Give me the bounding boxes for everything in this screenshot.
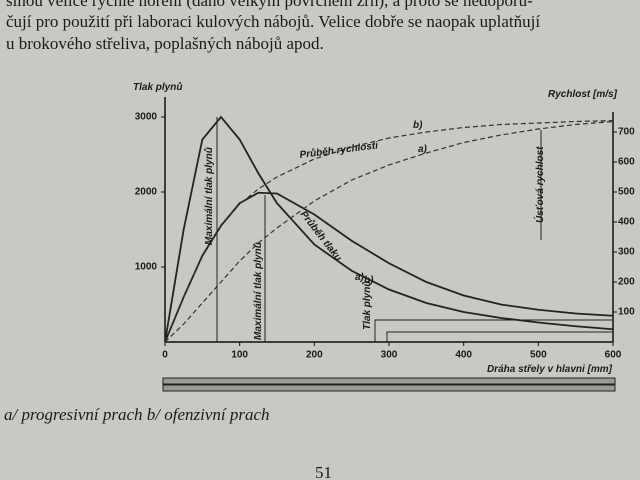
x-tick-label: 200	[306, 350, 323, 361]
text-line: šinou velice rychlé hoření (dáno velkým …	[6, 0, 533, 10]
y2-tick-label: 300	[618, 247, 635, 258]
series-label: a)	[418, 144, 428, 155]
x-tick-label: 400	[455, 350, 472, 361]
caption: a/ progresivní prach b/ ofenzivní prach	[4, 405, 270, 424]
barrel	[162, 377, 616, 392]
x-axis-label: Dráha střely v hlavni [mm]	[487, 364, 613, 375]
x-tick-label: 0	[162, 350, 168, 361]
y2-tick-label: 100	[618, 307, 635, 318]
y2-tick-label: 500	[618, 187, 635, 198]
y2-tick-label: 400	[618, 217, 635, 228]
series-label: b)	[364, 275, 374, 286]
y2-tick-label: 700	[618, 127, 635, 138]
x-tick-label: 300	[381, 350, 398, 361]
annotation: Maximální tlak plynů	[252, 242, 264, 340]
pressure-bracket	[374, 319, 613, 342]
y-tick-label: 2000	[135, 187, 158, 198]
annotation: Tlak plynů	[361, 281, 373, 330]
y-tick-label: 1000	[135, 262, 158, 273]
y2-axis-label: Rychlost [m/s]	[548, 89, 618, 100]
text-line: u brokového střeliva, poplašných nábojů …	[6, 34, 324, 53]
y2-tick-label: 600	[618, 157, 635, 168]
series-label: a)	[355, 272, 365, 283]
y2-tick-label: 200	[618, 277, 635, 288]
text-line: čují pro použití při laboraci kulových n…	[6, 12, 540, 31]
x-tick-label: 600	[605, 350, 622, 361]
y-tick-label: 3000	[135, 112, 158, 123]
series-label: b)	[413, 120, 423, 131]
series-line	[164, 120, 614, 343]
series-line	[164, 120, 614, 343]
annotation: Úsťová rychlost	[533, 146, 546, 223]
page-number: 51	[315, 463, 332, 480]
annotation: Maximální tlak plynů	[203, 147, 215, 245]
y-axis-label: Tlak plynů	[133, 81, 182, 93]
x-tick-label: 100	[231, 350, 248, 361]
series-line	[164, 191, 614, 343]
x-tick-label: 500	[530, 350, 547, 361]
